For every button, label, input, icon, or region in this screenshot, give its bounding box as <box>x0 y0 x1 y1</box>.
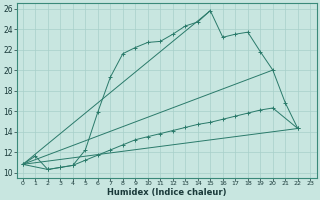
X-axis label: Humidex (Indice chaleur): Humidex (Indice chaleur) <box>107 188 226 197</box>
